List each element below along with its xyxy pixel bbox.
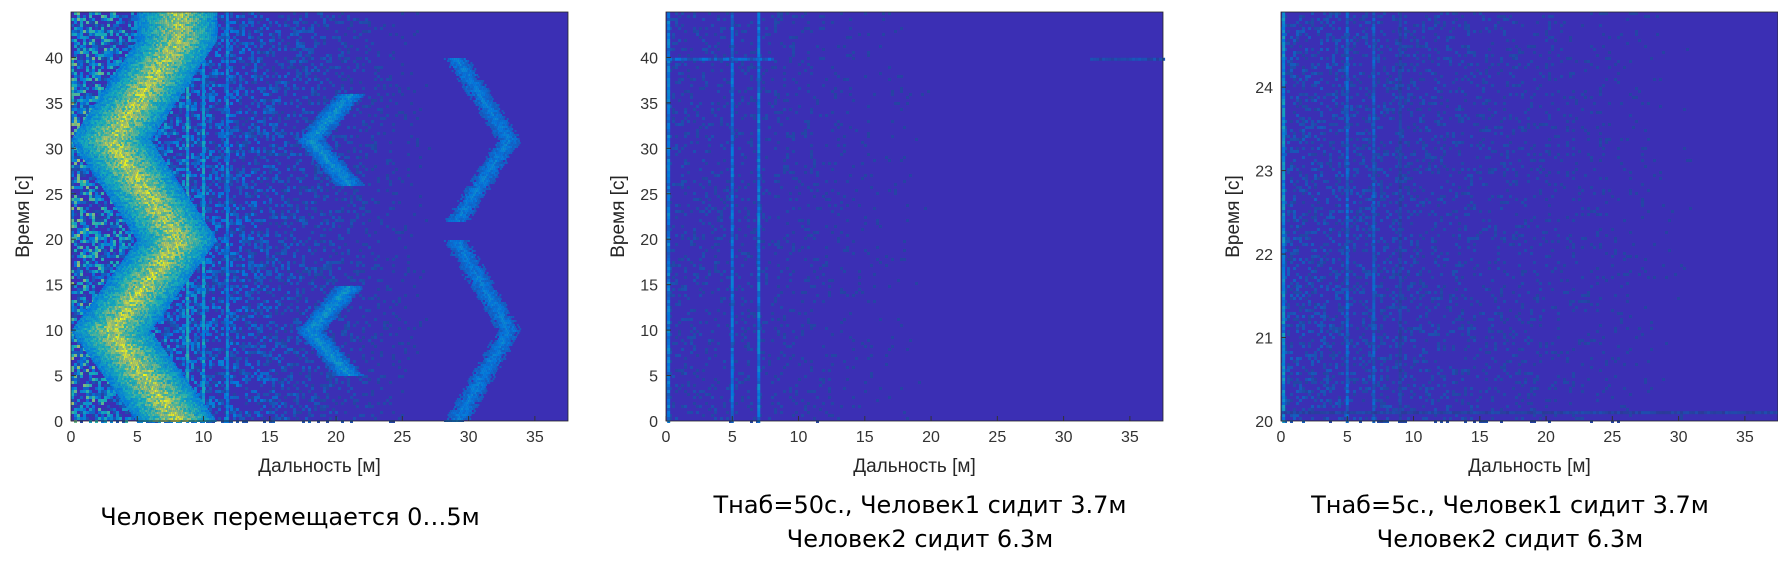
caption-3: Тнаб=5с., Человек1 сидит 3.7м Человек2 с… bbox=[1230, 488, 1778, 556]
axes-box bbox=[70, 11, 569, 422]
y-tick-label: 21 bbox=[1255, 331, 1273, 348]
y-tick-label: 25 bbox=[640, 187, 658, 204]
y-tick-label: 5 bbox=[54, 369, 63, 386]
y-tick-label: 10 bbox=[640, 323, 658, 340]
heatmap-panel-2: 0 5 10 15 20 25 30 35 0 5 10 15 20 25 30 35 40 Дальность … bbox=[608, 11, 1166, 477]
y-tick-label: 15 bbox=[640, 278, 658, 295]
y-tick-label: 0 bbox=[54, 414, 63, 431]
x-axis-label: Дальность [м] bbox=[1468, 456, 1590, 477]
x-tick-label: 10 bbox=[1405, 429, 1423, 446]
x-tick-label: 20 bbox=[327, 429, 345, 446]
caption-3-line-2: Человек2 сидит 6.3м bbox=[1230, 522, 1778, 556]
y-tick-label: 22 bbox=[1255, 247, 1273, 264]
x-tick-label: 35 bbox=[1121, 429, 1139, 446]
heatmap-panel-1: 0 5 10 15 20 25 30 35 0 5 10 15 20 25 30 35 40 Дальность … bbox=[13, 11, 569, 477]
y-tick-label: 0 bbox=[649, 414, 658, 431]
heatmap-noise bbox=[1281, 12, 1692, 423]
y-tick-label: 15 bbox=[45, 278, 63, 295]
y-tick-label: 23 bbox=[1255, 164, 1273, 181]
x-tick-label: 25 bbox=[393, 429, 411, 446]
track-5 bbox=[443, 58, 521, 222]
y-tick-label: 30 bbox=[640, 141, 658, 158]
heatmap-background bbox=[1281, 12, 1778, 421]
y-tick-label: 40 bbox=[45, 50, 63, 67]
x-tick-label: 15 bbox=[1471, 429, 1489, 446]
vertical-line-4 bbox=[1398, 12, 1402, 423]
y-tick-label: 25 bbox=[45, 187, 63, 204]
vertical-line-2 bbox=[202, 12, 206, 423]
x-tick-label: 5 bbox=[1343, 429, 1352, 446]
y-tick-label: 35 bbox=[45, 96, 63, 113]
x-tick-label: 25 bbox=[1603, 429, 1621, 446]
x-tick-label: 15 bbox=[856, 429, 874, 446]
caption-2: Тнаб=50с., Человек1 сидит 3.7м Человек2 … bbox=[640, 488, 1200, 556]
vertical-line-3 bbox=[757, 12, 761, 423]
x-tick-label: 0 bbox=[662, 429, 671, 446]
x-tick-label: 10 bbox=[790, 429, 808, 446]
horizontal-line-1 bbox=[666, 57, 774, 61]
vertical-line-3 bbox=[225, 12, 229, 423]
vertical-line-3 bbox=[1372, 12, 1376, 423]
x-tick-label: 5 bbox=[728, 429, 737, 446]
y-tick-label: 20 bbox=[640, 232, 658, 249]
axes-box bbox=[1280, 11, 1778, 422]
track-3 bbox=[294, 94, 366, 186]
horizontal-line-1 bbox=[1281, 411, 1778, 415]
vertical-line-1 bbox=[667, 12, 671, 423]
x-tick-label: 30 bbox=[1670, 429, 1688, 446]
x-axis-label: Дальность [м] bbox=[258, 456, 380, 477]
y-axis-label: Время [с] bbox=[1223, 175, 1244, 258]
x-tick-label: 30 bbox=[1055, 429, 1073, 446]
vertical-line-2 bbox=[730, 12, 734, 423]
x-axis-label: Дальность [м] bbox=[853, 456, 975, 477]
caption-1-line-1: Человек перемещается 0…5м bbox=[60, 500, 520, 534]
y-tick-label: 40 bbox=[640, 50, 658, 67]
y-tick-label: 35 bbox=[640, 96, 658, 113]
y-tick-label: 10 bbox=[45, 323, 63, 340]
vertical-line-1 bbox=[1282, 12, 1286, 423]
y-tick-label: 30 bbox=[45, 141, 63, 158]
track-2 bbox=[297, 286, 365, 376]
x-tick-label: 10 bbox=[195, 429, 213, 446]
caption-1: Человек перемещается 0…5м bbox=[60, 500, 520, 534]
y-axis-label: Время [с] bbox=[13, 175, 34, 258]
x-tick-label: 35 bbox=[1736, 429, 1754, 446]
x-tick-label: 35 bbox=[526, 429, 544, 446]
axes-box bbox=[665, 11, 1164, 422]
x-tick-label: 0 bbox=[67, 429, 76, 446]
track-1 bbox=[71, 12, 218, 422]
horizontal-line-2 bbox=[1090, 57, 1166, 61]
x-tick-label: 15 bbox=[261, 429, 279, 446]
y-tick-label: 20 bbox=[1255, 414, 1273, 431]
caption-2-line-1: Тнаб=50с., Человек1 сидит 3.7м bbox=[640, 488, 1200, 522]
vertical-line-2 bbox=[1345, 12, 1349, 423]
x-tick-label: 5 bbox=[133, 429, 142, 446]
heatmap-panel-3: 0 5 10 15 20 25 30 35 20 21 22 23 24 Дальность [м] Вре… bbox=[1223, 11, 1778, 477]
y-axis-label: Время [с] bbox=[608, 175, 629, 258]
heatmap-background bbox=[666, 12, 1163, 421]
y-tick-label: 24 bbox=[1255, 80, 1273, 97]
y-tick-label: 20 bbox=[45, 232, 63, 249]
x-tick-label: 30 bbox=[460, 429, 478, 446]
track-4 bbox=[443, 240, 522, 422]
x-tick-label: 25 bbox=[988, 429, 1006, 446]
x-tick-label: 20 bbox=[1537, 429, 1555, 446]
x-tick-label: 0 bbox=[1277, 429, 1286, 446]
caption-3-line-1: Тнаб=5с., Человек1 сидит 3.7м bbox=[1230, 488, 1778, 522]
caption-2-line-2: Человек2 сидит 6.3м bbox=[640, 522, 1200, 556]
y-tick-label: 5 bbox=[649, 369, 658, 386]
x-tick-label: 20 bbox=[922, 429, 940, 446]
